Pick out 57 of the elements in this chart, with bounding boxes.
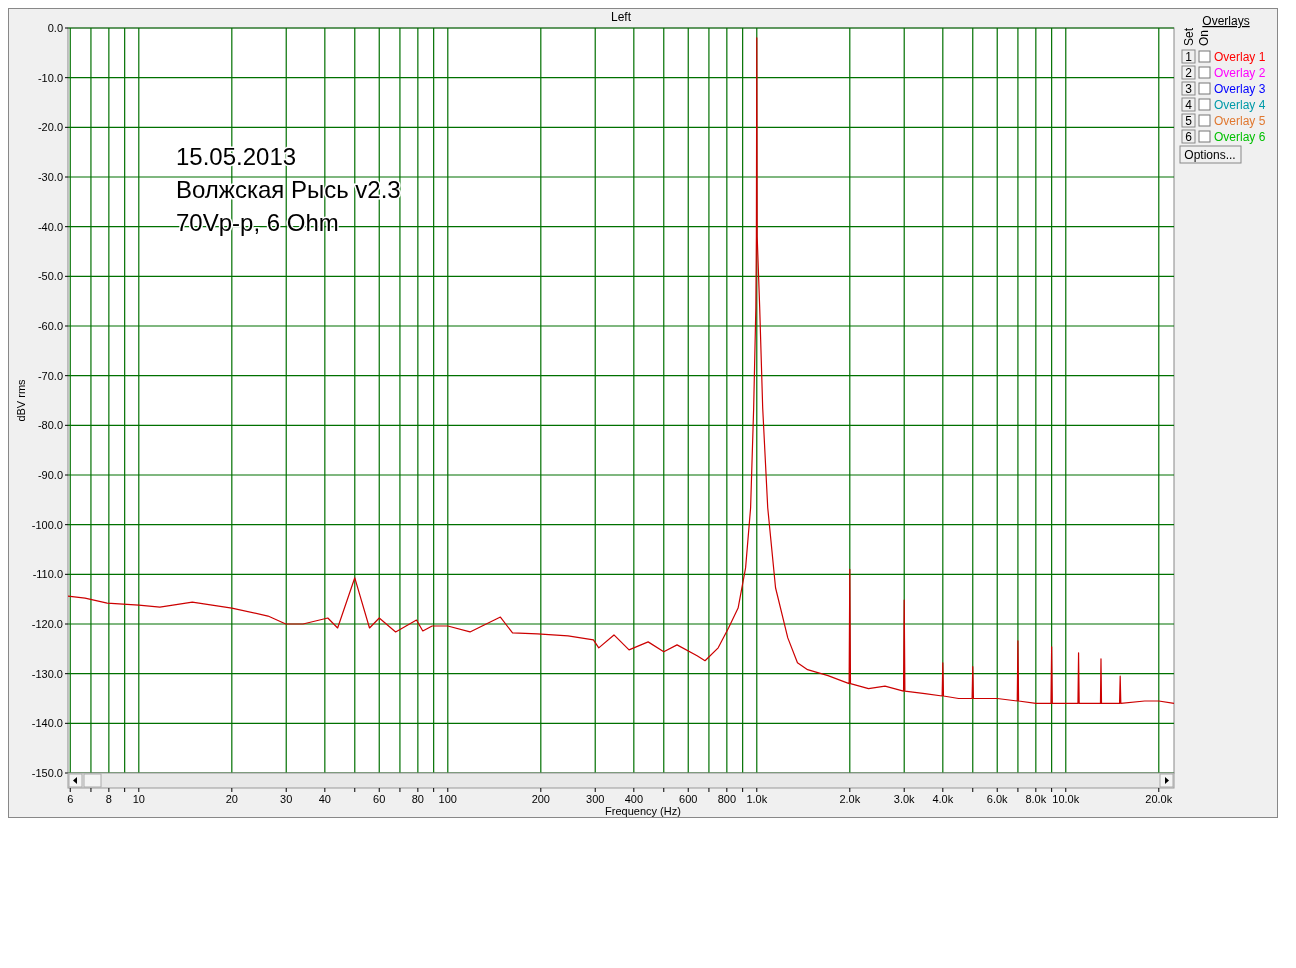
x-tick-label: 30 <box>280 793 293 805</box>
y-tick-label: -40.0 <box>37 220 63 233</box>
y-tick-label: -110.0 <box>32 568 63 581</box>
x-tick-label: 20 <box>225 793 238 805</box>
y-tick-label: -150.0 <box>31 766 63 779</box>
text: 5 <box>1185 114 1193 128</box>
x-tick-label: 10.0k <box>1052 793 1080 805</box>
y-tick-label: -80.0 <box>37 419 63 432</box>
x-tick-label: 600 <box>679 793 698 805</box>
x-tick-label: 60 <box>373 793 386 805</box>
y-tick-label: -90.0 <box>37 468 63 481</box>
x-tick-label: 8 <box>105 793 112 805</box>
y-tick-label: -50.0 <box>37 270 63 283</box>
x-tick-label: 800 <box>717 793 737 805</box>
x-tick-label: 40 <box>318 793 331 805</box>
text: Overlay 2 <box>1214 66 1266 80</box>
text: 3 <box>1185 82 1193 96</box>
y-tick-label: -10.0 <box>37 71 63 84</box>
y-tick-label: 0.0 <box>47 21 63 34</box>
text: 1 <box>1185 50 1193 64</box>
y-tick-label: -30.0 <box>37 170 63 183</box>
y-tick-label: -130.0 <box>31 667 63 680</box>
x-axis-title: Frequency (Hz) <box>605 805 681 817</box>
text: Overlay 1 <box>1214 50 1266 64</box>
y-tick-label: -70.0 <box>37 369 63 382</box>
text: Overlay 4 <box>1214 98 1266 112</box>
text: Options... <box>1184 148 1236 162</box>
x-tick-label: 20.0k <box>1145 793 1173 805</box>
x-tick-label: 400 <box>624 793 644 805</box>
text: Overlays <box>1202 14 1250 28</box>
x-tick-label: 4.0k <box>932 793 954 805</box>
x-tick-label: 2.0k <box>839 793 861 805</box>
x-tick-label: 200 <box>531 793 550 805</box>
y-tick-label: -140.0 <box>31 717 63 730</box>
x-tick-label: 10 <box>132 793 145 805</box>
x-tick-label: 300 <box>586 793 605 805</box>
text: 2 <box>1185 66 1193 80</box>
x-tick-label: 1.0k <box>746 793 768 805</box>
text: 4 <box>1185 98 1193 112</box>
text: 6 <box>1185 130 1193 144</box>
text: Overlay 5 <box>1214 114 1266 128</box>
x-tick-label: 6.0k <box>986 793 1009 805</box>
text: Set <box>1182 27 1196 46</box>
x-tick-label: 100 <box>438 793 457 805</box>
text: Overlay 3 <box>1214 82 1266 96</box>
text: Overlay 6 <box>1214 130 1266 144</box>
x-tick-label: 3.0k <box>893 793 916 805</box>
y-tick-label: -60.0 <box>37 319 63 332</box>
x-tick-label: 6 <box>67 793 74 805</box>
y-tick-label: -120.0 <box>31 617 63 630</box>
y-tick-label: -20.0 <box>37 121 63 134</box>
x-tick-label: 80 <box>411 793 424 805</box>
x-tick-label: 8.0k <box>1025 793 1047 805</box>
y-tick-label: -100.0 <box>31 518 63 531</box>
chart-title: Left <box>610 10 632 24</box>
y-axis-title: dBV rms <box>15 378 27 422</box>
text: On <box>1197 29 1211 46</box>
